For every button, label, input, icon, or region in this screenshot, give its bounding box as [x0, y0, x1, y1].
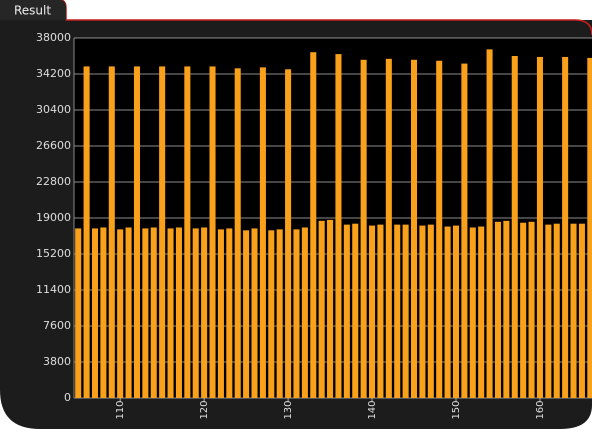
bar: [83, 66, 90, 398]
bar: [150, 227, 157, 398]
bar: [587, 57, 592, 398]
y-tick-label: 15200: [36, 247, 71, 260]
y-tick-label: 0: [64, 391, 71, 404]
x-tick-label: 110: [115, 400, 126, 419]
bar: [570, 223, 577, 398]
bar: [427, 224, 434, 398]
bar: [410, 59, 418, 398]
bar: [335, 54, 342, 399]
bar: [201, 227, 208, 398]
bar: [142, 228, 149, 398]
bar: [327, 219, 334, 398]
x-tick-label: 130: [283, 400, 294, 419]
bar: [75, 228, 82, 398]
tab-label[interactable]: Result: [14, 4, 51, 18]
bar: [520, 222, 527, 398]
bar: [125, 227, 132, 398]
y-tick-label: 22800: [36, 175, 71, 188]
bar: [159, 66, 166, 398]
bar: [469, 227, 476, 398]
y-tick-label: 19000: [36, 211, 71, 224]
bar: [276, 229, 283, 398]
bar: [343, 224, 350, 398]
y-tick-label: 7600: [43, 319, 71, 332]
bar: [91, 228, 99, 398]
x-tick-label: 120: [199, 400, 210, 419]
bar: [268, 230, 275, 398]
bar: [385, 58, 392, 399]
bar: [226, 228, 233, 398]
bar: [369, 225, 376, 398]
tab[interactable]: [0, 0, 66, 20]
y-tick-label: 30400: [36, 103, 71, 116]
bar: [486, 49, 493, 399]
bar: [461, 63, 468, 398]
corner: [0, 395, 36, 429]
bar: [117, 229, 124, 398]
bar: [436, 60, 443, 398]
x-tick-label: 140: [367, 400, 378, 419]
bar: [243, 230, 250, 398]
bar: [494, 221, 501, 398]
bar: [285, 69, 292, 399]
bar: [478, 226, 485, 398]
y-tick-label: 11400: [36, 283, 71, 296]
bar: [234, 68, 241, 398]
corner: [560, 405, 592, 429]
bar: [259, 67, 266, 399]
bar: [167, 228, 174, 398]
bar: [184, 66, 191, 398]
bar: [444, 226, 451, 398]
bar: [528, 221, 535, 398]
bar: [536, 56, 543, 399]
bar: [511, 56, 518, 398]
bar: [192, 228, 199, 398]
bar: [578, 223, 585, 398]
y-tick-label: 38000: [36, 31, 71, 44]
y-tick-label: 26600: [36, 139, 71, 152]
bar: [545, 224, 552, 398]
bar: [301, 227, 308, 398]
y-tick-label: 34200: [36, 67, 71, 80]
bar: [394, 224, 401, 398]
bar: [108, 66, 115, 398]
bar: [352, 223, 359, 398]
bar: [503, 220, 510, 398]
bar: [293, 229, 300, 398]
bar: [318, 220, 325, 398]
bar: [562, 56, 569, 399]
bar: [100, 227, 107, 398]
bar: [419, 225, 426, 398]
bar: [360, 59, 367, 398]
x-tick-label: 160: [535, 400, 546, 419]
bar: [553, 223, 560, 398]
bar: [310, 52, 317, 399]
bar: [251, 228, 258, 398]
y-tick-label: 3800: [43, 355, 71, 368]
bar: [209, 66, 216, 398]
bar: [402, 224, 409, 398]
bar: [133, 66, 140, 398]
x-tick-label: 150: [451, 400, 462, 419]
bar: [175, 227, 182, 398]
bar: [377, 224, 384, 398]
bar: [217, 229, 224, 398]
bar: [452, 225, 460, 398]
